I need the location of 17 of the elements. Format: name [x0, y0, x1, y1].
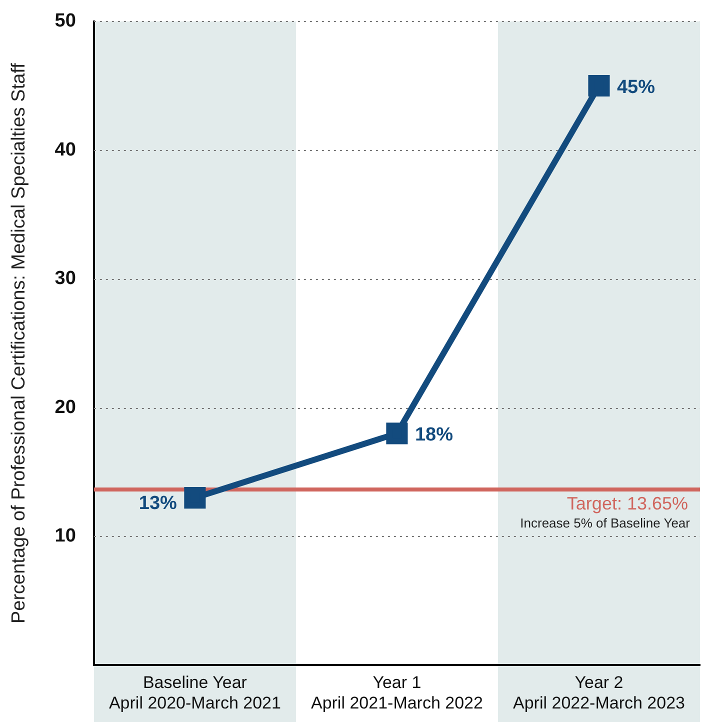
y-tick-label: 10 [54, 526, 76, 547]
y-tick-label: 50 [54, 10, 76, 32]
data-label: 18% [414, 424, 454, 446]
x-tick-label: Baseline Year April 2020-March 2021 [108, 673, 281, 712]
point [588, 75, 610, 97]
point [184, 487, 206, 509]
y-tick-label: 40 [54, 139, 76, 160]
point [386, 422, 408, 444]
data-label: 45% [616, 77, 656, 98]
y-tick-label: 20 [54, 396, 76, 418]
y-tick-label: 30 [54, 268, 76, 290]
y-axis-title: Percentage of Professional Certifications: Medical Specialties Staff [8, 62, 30, 624]
x-tick-label: Year 2 April 2022-March 2023 [512, 673, 685, 712]
ref-line-label: Target: 13.65% [566, 493, 688, 514]
x-tick-label: Year 1 April 2021-March 2022 [310, 673, 483, 712]
data-label: 13% [138, 493, 178, 514]
annotation: Increase 5% of Baseline Year [520, 516, 691, 531]
